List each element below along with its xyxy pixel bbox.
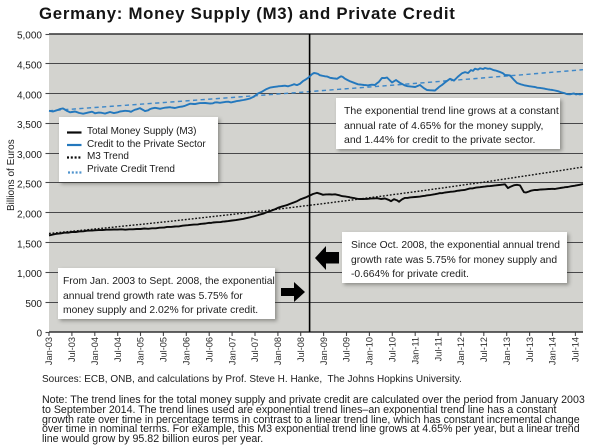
svg-text:Jan-10: Jan-10 [365,337,375,365]
svg-text:Jan-14: Jan-14 [548,337,558,365]
svg-text:3,500: 3,500 [17,120,42,131]
svg-text:Jul-14: Jul-14 [571,337,581,362]
svg-text:Jan-07: Jan-07 [227,337,237,365]
svg-text:5,000: 5,000 [17,31,42,42]
svg-text:Jul-13: Jul-13 [525,337,535,362]
svg-text:3,000: 3,000 [17,150,42,161]
svg-text:Jul-12: Jul-12 [479,337,489,362]
svg-text:Jul-11: Jul-11 [433,337,443,361]
svg-text:Jan-06: Jan-06 [182,337,192,365]
svg-text:Jul-08: Jul-08 [296,337,306,362]
svg-text:Jan-05: Jan-05 [136,337,146,365]
svg-text:Jul-06: Jul-06 [204,337,214,362]
svg-text:1,500: 1,500 [17,239,42,250]
svg-text:4,500: 4,500 [17,61,42,72]
svg-text:Jul-09: Jul-09 [342,337,352,362]
svg-text:Jan-12: Jan-12 [456,337,466,365]
svg-text:Jan-03: Jan-03 [44,337,54,365]
svg-text:Jul-05: Jul-05 [159,337,169,362]
svg-text:Jan-04: Jan-04 [90,337,100,365]
svg-text:Jan-13: Jan-13 [502,337,512,365]
svg-text:4,000: 4,000 [17,90,42,101]
svg-text:500: 500 [25,299,42,310]
svg-text:Jan-09: Jan-09 [319,337,329,365]
svg-text:2,500: 2,500 [17,180,42,191]
svg-text:2,000: 2,000 [17,210,42,221]
svg-text:Jul-04: Jul-04 [113,337,123,362]
svg-text:Jan-08: Jan-08 [273,337,283,365]
svg-text:Jul-07: Jul-07 [250,337,260,362]
svg-text:Jul-03: Jul-03 [67,337,77,362]
svg-text:Jan-11: Jan-11 [410,337,420,364]
svg-text:1,000: 1,000 [17,269,42,280]
svg-text:0: 0 [36,329,42,340]
svg-text:Jul-10: Jul-10 [388,337,398,362]
